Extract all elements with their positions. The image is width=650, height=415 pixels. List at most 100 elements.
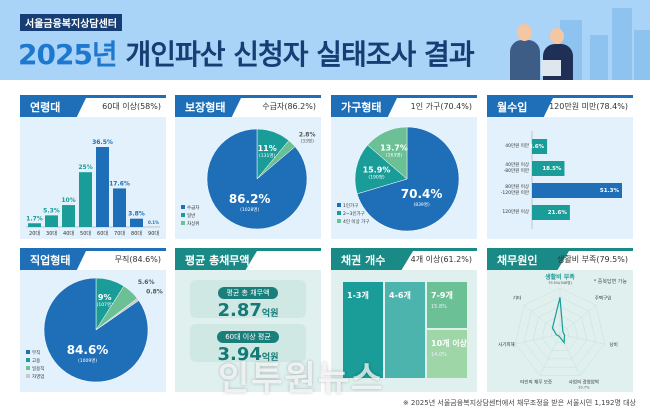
- cause-note: * 중복답변 가능: [593, 279, 627, 285]
- title-text: 개인파산 신청자 실태조사 결과: [116, 38, 474, 71]
- senior-debt-value: 3.94: [217, 344, 262, 365]
- axis-value: 20.7%: [578, 386, 590, 390]
- axis-label: 주택구입: [595, 295, 612, 302]
- slice-label: 70.4%: [401, 187, 443, 201]
- tick-label: 20대: [29, 230, 40, 237]
- card-title: 평균 총채무액: [175, 251, 257, 270]
- org-label: 서울금융복지상담센터: [20, 14, 122, 31]
- card-support: 보장형태 수급자(86.2%) 11% (131명) 2.8% (33명) 86.2% (1…: [175, 95, 321, 239]
- bar: [62, 205, 75, 227]
- legend-swatch: [26, 366, 30, 370]
- radar-grid: [532, 306, 588, 360]
- bar-label: 1.7%: [26, 215, 43, 222]
- category-label: 80만원 이상: [505, 183, 529, 190]
- card-title: 채권 개수: [331, 251, 413, 270]
- bar: [79, 172, 92, 227]
- radar-axis: [523, 305, 561, 335]
- pie-slice: [43, 277, 149, 383]
- city-building: [612, 8, 632, 80]
- legend-swatch: [337, 203, 341, 207]
- slice-count: (33명): [300, 137, 314, 144]
- title-year: 2025년: [18, 38, 118, 71]
- radar-axis: [559, 333, 605, 345]
- avg-debt-value: 2.87: [217, 300, 262, 321]
- radar-series: [551, 297, 566, 345]
- slice-count: (839명): [413, 201, 429, 208]
- legend-swatch: [26, 374, 30, 378]
- card-income: 월수입 120만원 미만(78.4%) 8.6% 40만원 미만 18.5% 40만원 …: [487, 95, 633, 239]
- legend-swatch: [337, 219, 341, 223]
- senior-debt-label: 60대 이상 평균: [217, 331, 279, 343]
- card-title: 보장형태: [175, 98, 241, 117]
- axis-label: 사기피해: [498, 341, 515, 348]
- tick-label: 30대: [46, 230, 57, 237]
- legend-swatch: [337, 211, 341, 215]
- bar: [28, 223, 41, 227]
- slice-label: 13.7%: [380, 144, 408, 153]
- tick-label: 50대: [80, 230, 91, 237]
- pie-slice: [206, 128, 308, 230]
- slice-label: 2.8%: [299, 131, 316, 138]
- legend-label: 일용직: [32, 365, 44, 372]
- bar-label: 25%: [78, 164, 92, 171]
- city-building: [590, 35, 608, 80]
- bar: [532, 205, 570, 220]
- axis-label: 낭비: [609, 341, 617, 348]
- bar-label: 51.3%: [600, 188, 620, 194]
- senior-debt-unit: 억원: [261, 353, 279, 363]
- card-title: 채무원인: [487, 251, 569, 270]
- income-bar-chart: 8.6%40만원 미만 18.5% 40만원 이상-80만원 미만 51.3% 80만원…: [501, 131, 622, 229]
- card-subtitle: 무직(84.6%): [114, 255, 161, 264]
- legend-label: 수급자: [187, 204, 200, 211]
- legend-label: 자영업: [32, 373, 44, 380]
- card-subtitle: 60대 이상(58%): [102, 102, 161, 111]
- header-banner: 서울금융복지상담센터 2025년 개인파산 신청자 실태조사 결과: [0, 0, 650, 80]
- bar-label: 36.5%: [92, 139, 113, 146]
- category-label: 40만원 미만: [505, 142, 529, 149]
- age-bar-chart: 1.7% 20대 5.3% 30대 10% 40대 25% 50대 36.5% 60대 17.6% 7…: [26, 139, 160, 237]
- card-subtitle: 4개 이상(61.2%): [410, 255, 472, 264]
- legend-label: 2~3인가구: [343, 210, 365, 217]
- bar-label: 21.6%: [548, 210, 568, 216]
- bar: [130, 218, 143, 227]
- household-pie-chart: 70.4%(839명) 15.9%(190명) 13.7%(163명) 1인가구2~3…: [337, 126, 460, 232]
- card-subtitle: 1인 가구(70.4%): [410, 102, 472, 111]
- category-label: 120만원 이상: [502, 208, 529, 215]
- card-subtitle: 수급자(86.2%): [262, 102, 316, 111]
- bar: [96, 147, 109, 227]
- card-job: 직업형태 무직(84.6%) 9% (107명) 5.6% 0.8% 84.6% (1009…: [20, 248, 166, 392]
- watermark: 인투원뉴스: [218, 359, 385, 399]
- slice-label: 0.8%: [146, 288, 163, 295]
- card-title: 월수입: [487, 98, 553, 117]
- bar-label: 0.1%: [148, 220, 159, 225]
- legend-label: 1인가구: [343, 202, 358, 209]
- slice-label: 86.2%: [229, 192, 271, 206]
- legend-swatch: [26, 350, 30, 354]
- legend-swatch: [181, 213, 185, 217]
- bar-label: 3.8%: [128, 211, 145, 218]
- radar-axis: [539, 333, 561, 376]
- axis-label: 타인의 채무 보증: [520, 379, 552, 386]
- legend-label: 고용: [32, 358, 40, 364]
- tick-label: 60대: [97, 230, 108, 237]
- page-title: 2025년 개인파산 신청자 실태조사 결과: [18, 33, 475, 73]
- tick-label: 90대: [148, 230, 159, 237]
- bar-label: 17.6%: [109, 180, 130, 187]
- category-label: -80만원 미만: [504, 167, 529, 174]
- avg-debt-unit: 억원: [261, 309, 279, 319]
- slice-label: 15.9%: [363, 165, 391, 174]
- card-title: 직업형태: [20, 251, 86, 270]
- legend-label: 4인 이상 가구: [343, 218, 369, 225]
- bar: [532, 139, 548, 154]
- card-household: 가구형태 1인 가구(70.4%) 70.4% (839명) 15.9% (190명) 1…: [331, 95, 477, 239]
- card-creditors: 채권 개수 4개 이상(61.2%) 1-3개 4-6개 7-9개 15.8% 10개 이…: [331, 248, 477, 392]
- treemap-cell: [427, 282, 467, 328]
- slice-count: (1009명): [78, 357, 97, 364]
- bar-label: 5.3%: [43, 207, 60, 214]
- bar: [45, 215, 58, 227]
- card-title: 가구형태: [331, 98, 397, 117]
- treemap-cell: [385, 282, 425, 378]
- tick-label: 70대: [114, 230, 125, 237]
